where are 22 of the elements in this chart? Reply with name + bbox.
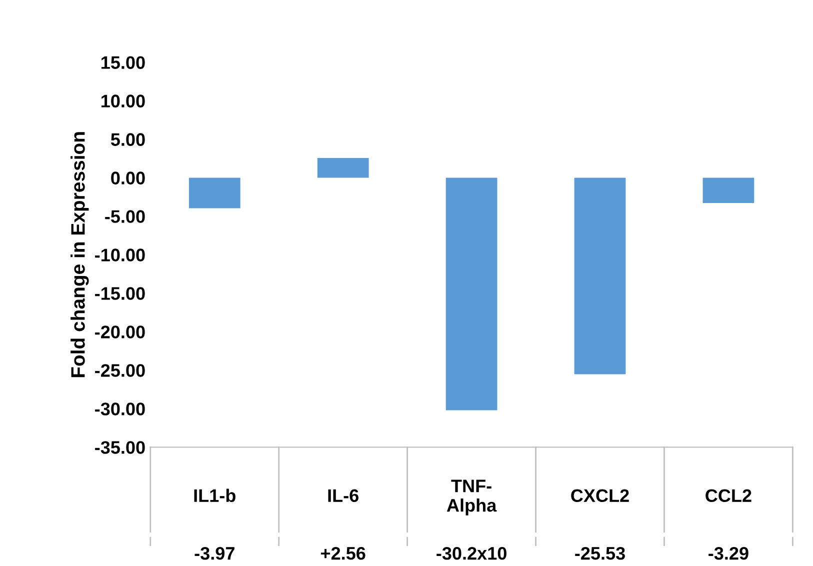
y-tick-label: -35.00 bbox=[95, 441, 145, 454]
data-label: -3.29 bbox=[708, 546, 748, 560]
y-tick-label: -5.00 bbox=[105, 210, 145, 223]
y-tick-label: -20.00 bbox=[95, 326, 145, 338]
x-tick-label: IL-6 bbox=[328, 489, 358, 502]
x-tick-label: IL1-b bbox=[194, 488, 236, 502]
x-tick-label: CXCL2 bbox=[571, 489, 629, 502]
y-tick-label: 10.00 bbox=[102, 94, 145, 108]
x-tick-label: CCL2 bbox=[706, 489, 752, 502]
data-label: +2.56 bbox=[321, 546, 366, 560]
y-tick-label: -15.00 bbox=[95, 287, 145, 300]
data-label: -3.97 bbox=[194, 546, 234, 560]
y-tick-label: -30.00 bbox=[95, 402, 145, 416]
y-tick-label: -25.00 bbox=[95, 364, 145, 377]
data-label: -30.2x10 bbox=[436, 546, 506, 560]
y-axis-title: Fold change in Expression bbox=[70, 132, 89, 378]
y-tick-label: 0.00 bbox=[111, 172, 145, 184]
data-label: -25.53 bbox=[575, 546, 625, 560]
y-tick-label: -10.00 bbox=[95, 248, 145, 262]
y-tick-label: 5.00 bbox=[110, 133, 145, 146]
y-tick-label: 15.00 bbox=[102, 56, 145, 69]
x-tick-label: TNF- Alpha bbox=[446, 480, 497, 516]
